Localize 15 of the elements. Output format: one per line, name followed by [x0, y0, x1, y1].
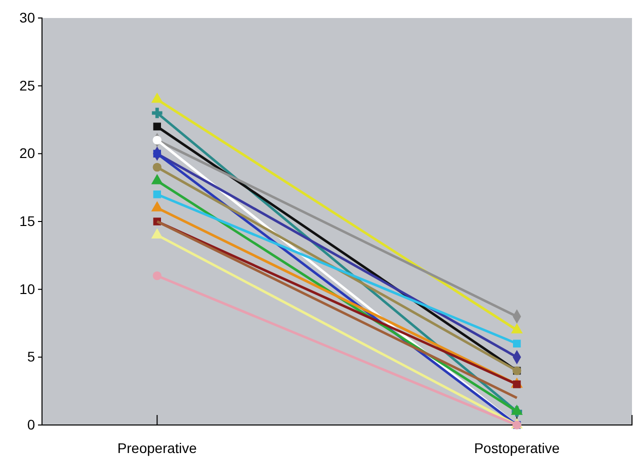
- point: [152, 108, 162, 118]
- y-tick-label: 10: [19, 280, 36, 297]
- y-tick-label: 0: [27, 416, 36, 432]
- y-tick-label: 30: [19, 9, 36, 26]
- x-tick-label: Preoperative: [117, 440, 198, 456]
- point: [152, 271, 162, 280]
- point: [513, 340, 521, 348]
- point: [153, 190, 161, 198]
- y-tick-label: 25: [19, 77, 36, 94]
- point: [153, 122, 161, 130]
- y-tick-label: 20: [19, 145, 36, 162]
- point: [152, 162, 162, 172]
- x-tick-label: Postoperative: [474, 440, 560, 456]
- y-tick-label: 15: [19, 212, 36, 229]
- y-tick-label: 5: [27, 348, 36, 365]
